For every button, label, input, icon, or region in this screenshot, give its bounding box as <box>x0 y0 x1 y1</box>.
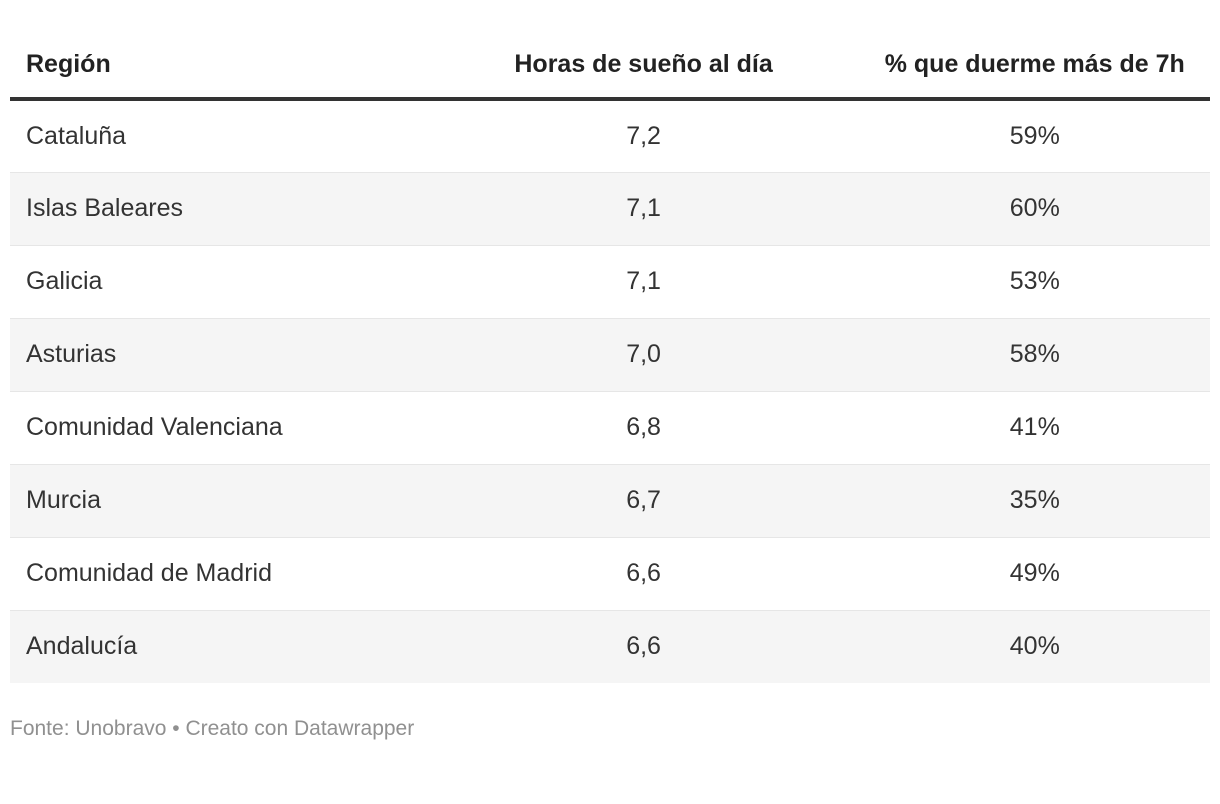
cell-pct: 58% <box>1009 340 1060 368</box>
table-row: Islas Baleares 7,1 60% <box>10 172 1210 245</box>
column-header-region: Región <box>10 0 428 101</box>
cell-region: Galicia <box>26 267 103 295</box>
cell-pct: 53% <box>1009 267 1060 295</box>
header-row: Región Horas de sueño al día % que duerm… <box>10 0 1210 101</box>
table-row: Comunidad de Madrid 6,6 49% <box>10 537 1210 610</box>
cell-pct: 49% <box>1009 559 1060 587</box>
cell-region: Comunidad de Madrid <box>26 559 272 587</box>
table-header: Región Horas de sueño al día % que duerm… <box>10 0 1210 101</box>
column-header-region-label: Región <box>26 50 111 78</box>
cell-region: Cataluña <box>26 121 127 150</box>
cell-hours: 6,6 <box>626 559 661 587</box>
table-row: Asturias 7,0 58% <box>10 318 1210 391</box>
source-attribution: Fonte: Unobravo • Creato con Datawrapper <box>10 717 415 740</box>
table-row: Andalucía 6,6 40% <box>10 610 1210 683</box>
table-body: Cataluña 7,2 59% Islas Baleares 7,1 60% … <box>10 99 1210 683</box>
cell-hours: 7,0 <box>626 340 661 368</box>
column-header-hours-label: Horas de sueño al día <box>514 50 773 78</box>
cell-pct: 40% <box>1009 632 1060 661</box>
cell-pct: 60% <box>1009 194 1060 222</box>
column-header-pct: % que duerme más de 7h <box>859 0 1210 101</box>
cell-region: Andalucía <box>26 632 138 661</box>
cell-pct: 35% <box>1009 486 1060 514</box>
cell-pct: 59% <box>1009 121 1060 150</box>
cell-hours: 6,7 <box>626 486 661 514</box>
table-row: Comunidad Valenciana 6,8 41% <box>10 391 1210 464</box>
column-header-hours: Horas de sueño al día <box>427 0 860 101</box>
cell-region: Asturias <box>26 340 117 368</box>
cell-hours: 7,1 <box>626 267 661 295</box>
cell-hours: 6,6 <box>626 632 661 661</box>
cell-hours: 6,8 <box>626 413 661 441</box>
cell-region: Comunidad Valenciana <box>26 413 283 441</box>
cell-region: Islas Baleares <box>26 194 184 222</box>
cell-pct: 41% <box>1009 413 1060 441</box>
datawrapper-table-chart: Región Horas de sueño al día % que duerm… <box>10 0 1210 740</box>
cell-region: Murcia <box>26 486 102 514</box>
data-table: Región Horas de sueño al día % que duerm… <box>10 0 1210 683</box>
table-row: Galicia 7,1 53% <box>10 245 1210 318</box>
column-header-pct-label: % que duerme más de 7h <box>884 50 1185 78</box>
table-row: Murcia 6,7 35% <box>10 464 1210 537</box>
table-row: Cataluña 7,2 59% <box>10 99 1210 172</box>
cell-hours: 7,1 <box>626 194 661 222</box>
cell-hours: 7,2 <box>626 121 661 150</box>
